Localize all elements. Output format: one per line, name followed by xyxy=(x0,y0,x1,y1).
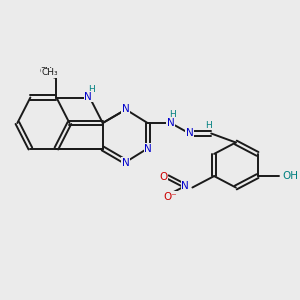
Text: N: N xyxy=(186,128,194,139)
Text: N: N xyxy=(167,118,175,128)
Text: OH: OH xyxy=(283,171,299,181)
Text: CH₃: CH₃ xyxy=(42,68,58,77)
Text: O⁻: O⁻ xyxy=(164,191,177,202)
Text: N: N xyxy=(122,158,130,168)
Text: N: N xyxy=(144,143,152,154)
Text: H: H xyxy=(205,121,212,130)
Text: O: O xyxy=(159,172,168,182)
Text: H: H xyxy=(88,85,94,94)
Text: 3: 3 xyxy=(53,74,57,80)
Text: H: H xyxy=(169,110,175,119)
Text: CH: CH xyxy=(40,68,53,76)
Text: N: N xyxy=(181,181,189,191)
Text: N: N xyxy=(84,92,92,102)
Text: N: N xyxy=(122,104,130,114)
